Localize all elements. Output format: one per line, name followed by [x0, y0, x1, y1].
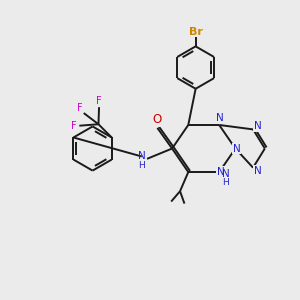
- Text: N: N: [217, 167, 224, 177]
- Text: N: N: [222, 169, 230, 178]
- Text: F: F: [76, 103, 82, 113]
- Text: H: H: [222, 178, 229, 187]
- Text: O: O: [153, 113, 162, 126]
- Text: H: H: [138, 161, 145, 170]
- Text: Br: Br: [189, 27, 202, 37]
- Text: N: N: [254, 166, 261, 176]
- Text: F: F: [70, 121, 76, 131]
- Text: N: N: [233, 143, 241, 154]
- Text: N: N: [138, 152, 146, 161]
- Text: N: N: [254, 122, 261, 131]
- Text: F: F: [96, 96, 102, 106]
- Text: N: N: [216, 113, 224, 124]
